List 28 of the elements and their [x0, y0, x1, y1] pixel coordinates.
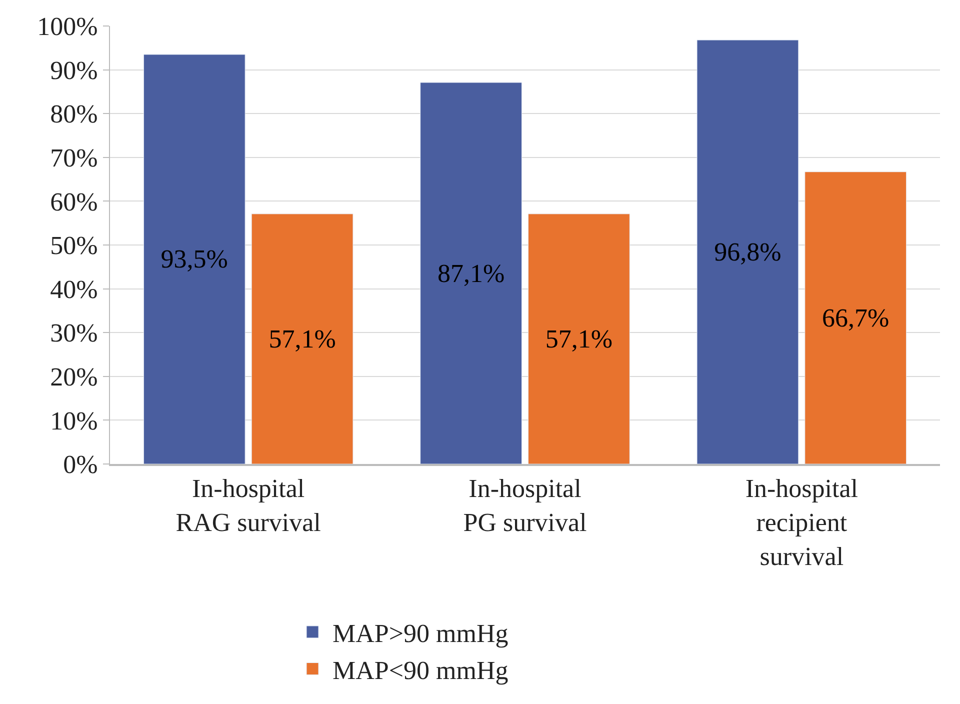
bar — [143, 54, 246, 464]
x-tick-label: In-hospital RAG survival — [176, 474, 321, 537]
x-tick-label: In-hospital recipient survival — [745, 474, 858, 571]
legend-label: MAP<90 mmHg — [332, 656, 508, 685]
bar — [528, 214, 630, 464]
y-tick-label: 100% — [37, 12, 98, 42]
y-tick-label: 10% — [50, 406, 98, 436]
y-tick-label: 60% — [50, 187, 98, 216]
y-tick-label: 20% — [50, 362, 98, 392]
data-label: 57,1% — [268, 324, 336, 354]
y-tick-label: 90% — [50, 56, 98, 85]
y-tick-label: 50% — [50, 231, 98, 260]
data-label: 66,7% — [822, 303, 890, 332]
data-label: 96,8% — [714, 238, 782, 267]
bar — [420, 82, 522, 464]
y-tick-label: 80% — [50, 100, 98, 129]
data-label: 93,5% — [160, 244, 228, 274]
data-label: 57,1% — [545, 324, 613, 354]
y-tick-label: 40% — [50, 274, 98, 304]
y-tick-label: 0% — [63, 450, 98, 480]
bar — [804, 172, 907, 464]
y-tick-label: 30% — [50, 318, 98, 348]
x-tick-label: In-hospital PG survival — [463, 474, 587, 537]
legend-label: MAP>90 mmHg — [332, 619, 508, 648]
y-tick-label: 70% — [50, 144, 98, 172]
bar — [696, 40, 799, 464]
data-label: 87,1% — [437, 258, 505, 288]
bar — [251, 214, 354, 464]
